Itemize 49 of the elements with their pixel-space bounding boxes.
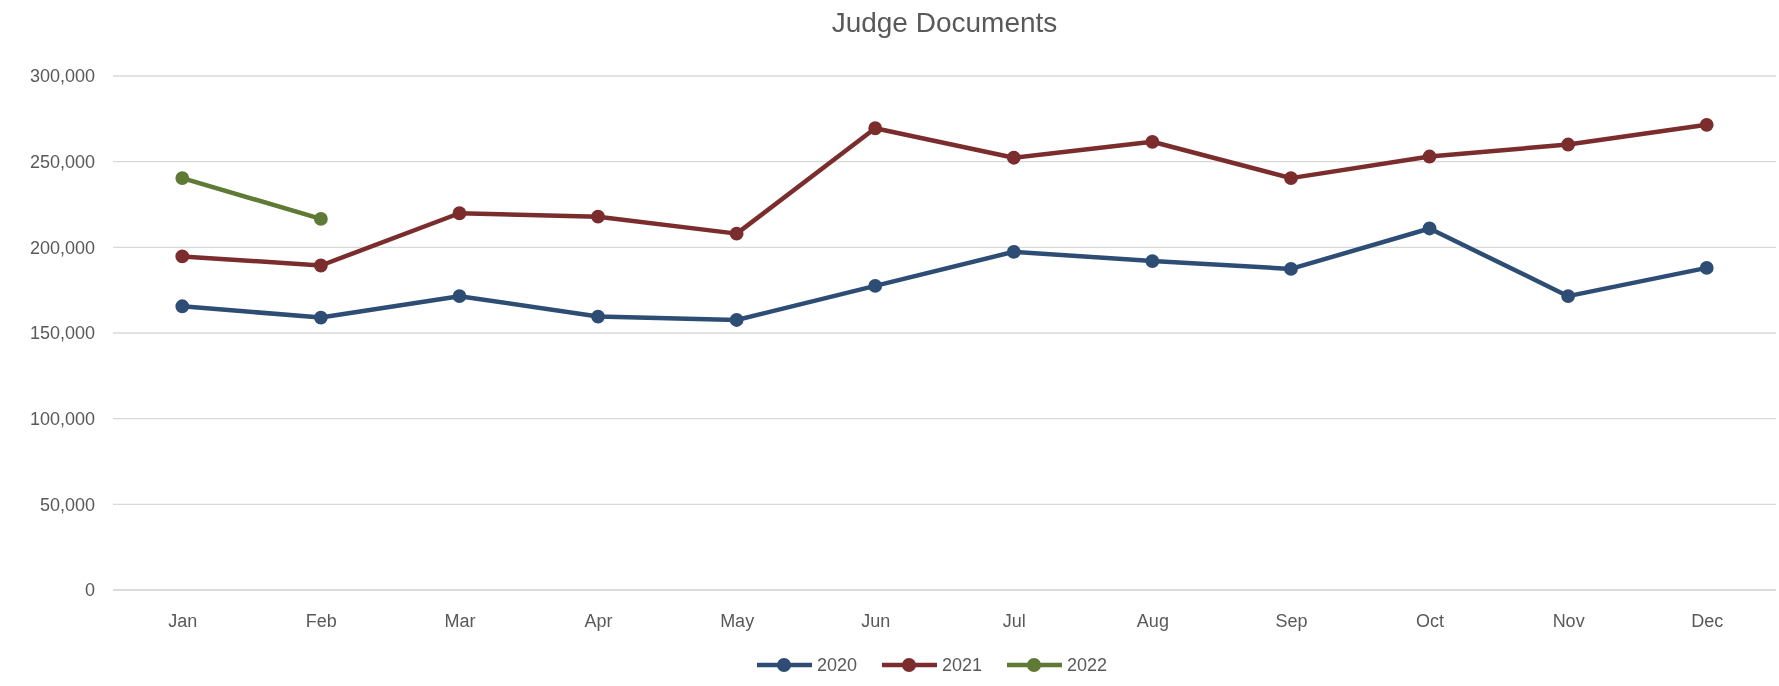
point bbox=[1561, 289, 1576, 304]
point bbox=[729, 226, 744, 241]
point bbox=[868, 121, 883, 136]
point bbox=[1699, 117, 1714, 132]
y-tick-label: 0 bbox=[84, 580, 95, 601]
point bbox=[452, 206, 467, 221]
x-tick-label: Jan bbox=[168, 610, 198, 631]
x-tick-label: Aug bbox=[1136, 610, 1169, 631]
point bbox=[1422, 221, 1437, 236]
point bbox=[1284, 171, 1298, 186]
x-tick-label: Sep bbox=[1275, 610, 1308, 631]
x-tick-label: Nov bbox=[1552, 610, 1585, 631]
point bbox=[1284, 262, 1298, 276]
point bbox=[1145, 254, 1160, 268]
point bbox=[175, 299, 190, 314]
legend-label: 2021 bbox=[942, 655, 983, 675]
point bbox=[1006, 244, 1021, 259]
y-tick-label: 150,000 bbox=[29, 323, 95, 344]
point bbox=[452, 289, 467, 304]
y-tick-label: 300,000 bbox=[29, 66, 95, 87]
legend-label: 2022 bbox=[1067, 655, 1108, 675]
y-tick-label: 250,000 bbox=[29, 151, 95, 172]
y-tick-label: 50,000 bbox=[39, 494, 95, 515]
x-tick-label: Jun bbox=[861, 610, 891, 631]
point bbox=[1699, 261, 1714, 275]
point bbox=[313, 212, 328, 226]
x-tick-label: Jul bbox=[1002, 610, 1026, 631]
point bbox=[313, 258, 328, 273]
point bbox=[175, 249, 190, 264]
x-tick-label: May bbox=[720, 610, 755, 631]
point bbox=[868, 278, 883, 293]
point bbox=[729, 313, 744, 327]
x-tick-label: Oct bbox=[1416, 610, 1445, 631]
x-tick-label: Apr bbox=[584, 610, 613, 631]
chart-title: Judge Documents bbox=[831, 7, 1058, 38]
x-tick-label: Feb bbox=[305, 610, 337, 631]
y-tick-label: 100,000 bbox=[29, 408, 95, 429]
point bbox=[313, 310, 328, 325]
x-tick-label: Dec bbox=[1691, 610, 1724, 631]
point bbox=[591, 209, 605, 224]
point bbox=[1006, 150, 1021, 165]
x-tick-label: Mar bbox=[444, 610, 476, 631]
y-tick-label: 200,000 bbox=[29, 237, 95, 258]
legend-label: 2020 bbox=[817, 655, 858, 675]
point bbox=[175, 171, 190, 186]
point bbox=[591, 309, 605, 324]
point bbox=[1561, 137, 1576, 152]
point bbox=[1145, 134, 1160, 149]
point bbox=[1422, 149, 1437, 164]
